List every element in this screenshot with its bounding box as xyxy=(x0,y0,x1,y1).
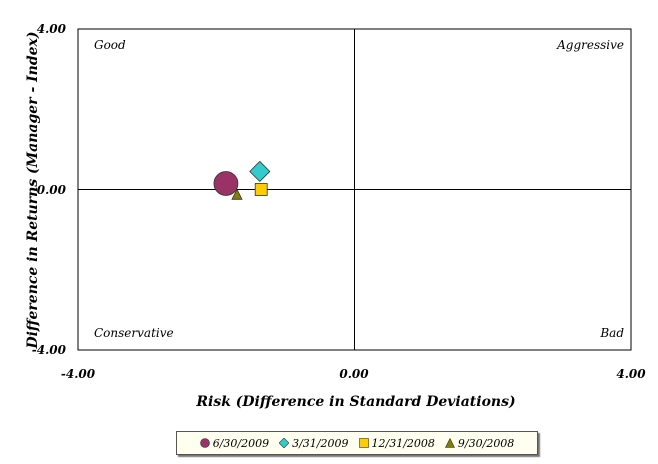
data-point-diamond xyxy=(249,160,271,183)
legend-label: 9/30/2008 xyxy=(457,436,515,450)
legend-label: 3/31/2009 xyxy=(292,436,349,450)
y-axis-label: Difference in Returns (Manager - Index) xyxy=(25,31,41,349)
quadrant-label-aggressive: Aggressive xyxy=(556,38,624,52)
legend-marker-diamond xyxy=(279,438,290,448)
x-tick-label-right: 4.00 xyxy=(616,367,646,381)
y-tick-label-bottom: -4.00 xyxy=(32,343,67,357)
data-point-circle xyxy=(213,171,239,196)
quadrant-label-good: Good xyxy=(94,38,126,52)
legend-item: 12/31/2008 xyxy=(358,436,435,450)
x-tick-label-middle: 0.00 xyxy=(339,367,369,381)
data-points xyxy=(213,160,271,200)
data-point-square xyxy=(254,183,268,196)
legend-marker-square xyxy=(358,438,369,448)
x-tick-label-left: -4.00 xyxy=(61,367,96,381)
y-tick-label-middle: 0.00 xyxy=(37,183,67,197)
legend-label: 12/31/2008 xyxy=(371,436,435,450)
legend-marker-triangle xyxy=(444,438,455,448)
data-point-triangle xyxy=(231,188,243,200)
quadrant-label-conservative: Conservative xyxy=(94,326,174,340)
x-axis-label: Risk (Difference in Standard Deviations) xyxy=(195,394,515,410)
legend-label: 6/30/2009 xyxy=(212,436,270,450)
legend-item: 3/31/2009 xyxy=(279,436,349,450)
legend-marker-circle xyxy=(199,438,210,448)
legend-item: 6/30/2009 xyxy=(199,436,270,450)
legend: 6/30/2009 3/31/2009 12/31/2008 9/30/2008 xyxy=(176,431,538,455)
y-tick-label-top: 4.00 xyxy=(37,22,67,36)
quadrant-label-bad: Bad xyxy=(599,326,624,340)
scatter-chart: Good Aggressive Conservative Bad 4.00 0.… xyxy=(25,22,646,410)
legend-item: 9/30/2008 xyxy=(444,436,515,450)
